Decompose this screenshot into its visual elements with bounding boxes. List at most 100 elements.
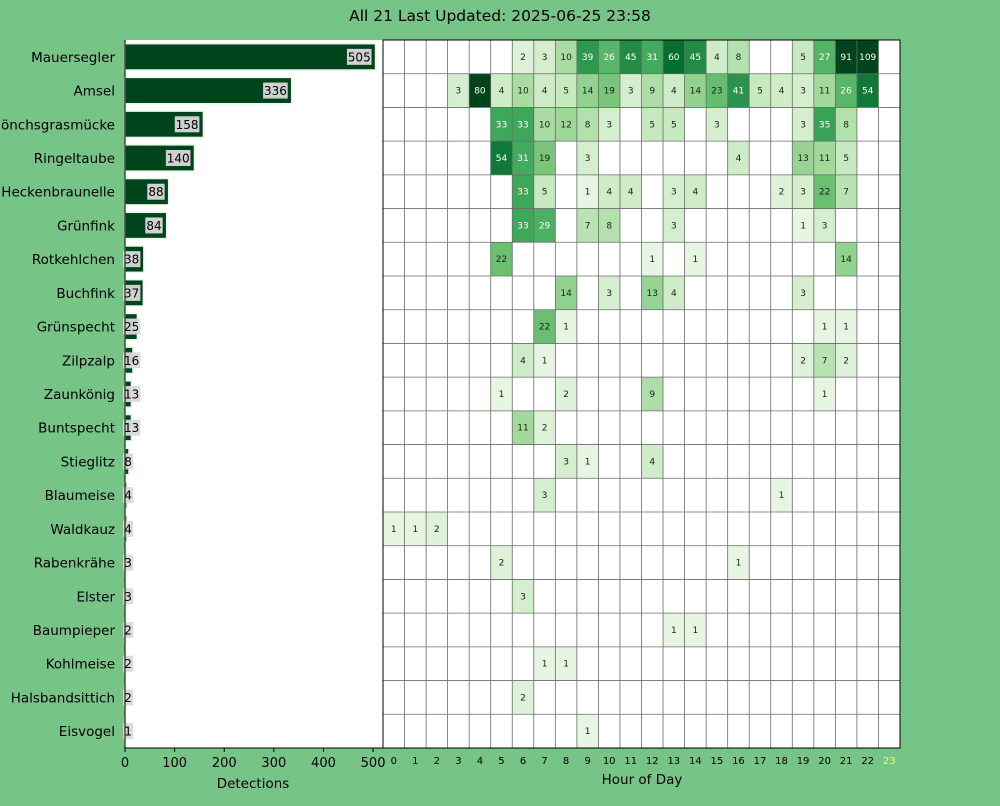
heatmap-cell (555, 377, 577, 411)
heatmap-cell (792, 40, 814, 74)
heatmap-cell (576, 714, 599, 748)
hour-tick-label: 1 (412, 756, 418, 767)
heatmap-cell-value: 11 (819, 87, 830, 97)
heatmap-cell (490, 242, 513, 276)
heatmap-cell-value: 4 (714, 53, 720, 63)
hour-tick-label: 3 (455, 756, 461, 767)
heatmap-cell (576, 107, 599, 142)
heatmap-cell-value: 3 (585, 154, 591, 164)
hour-tick-label: 11 (624, 756, 637, 767)
heatmap-cell (576, 73, 599, 108)
hour-tick-label: 9 (584, 756, 590, 767)
heatmap-cell-value: 4 (692, 188, 698, 198)
hour-tick-label: 19 (797, 756, 810, 767)
bar-value-label: 25 (124, 320, 139, 334)
heatmap-cell-value: 23 (711, 87, 722, 97)
heatmap-cell (813, 377, 836, 411)
heatmap-cell (533, 107, 556, 142)
bar-value-box (165, 150, 191, 166)
heatmap-cell (641, 40, 664, 74)
heatmap-cell-value: 10 (560, 53, 572, 63)
hour-tick-label: 2 (434, 756, 440, 767)
hour-tick-label: 4 (477, 756, 483, 767)
hour-tick-label: 0 (391, 756, 397, 767)
heatmap-cell (792, 73, 814, 108)
hour-tick-label: 7 (541, 756, 547, 767)
heatmap-cell (684, 174, 707, 209)
heatmap-cell-value: 1 (542, 660, 548, 670)
heatmap-cell (576, 40, 599, 74)
heatmap-cell-value: 2 (843, 356, 849, 366)
heatmap-cell-value: 7 (843, 188, 849, 198)
heatmap-cell-value: 41 (733, 87, 744, 97)
bar-value-label: 158 (176, 118, 199, 132)
heatmap-cell (490, 107, 513, 142)
species-label: Buntspecht (38, 421, 115, 437)
heatmap-cell (641, 377, 664, 411)
species-label: Kohlmeise (46, 657, 115, 673)
heatmap-cell (426, 512, 448, 546)
heatmap-cell (555, 107, 577, 142)
heatmap-cell-value: 31 (647, 53, 658, 63)
heatmap-cell (684, 242, 707, 276)
bar-value-label: 505 (348, 50, 371, 64)
heatmap-cell (770, 73, 793, 108)
heatmap-cell-value: 33 (517, 221, 528, 231)
heatmap-cell (813, 141, 836, 175)
heatmap-cell-value: 7 (822, 356, 828, 366)
heatmap-cell (512, 174, 534, 209)
bar-value-box (123, 419, 141, 436)
bar-value-box (123, 723, 134, 740)
bar-value-label: 16 (124, 354, 139, 368)
hour-tick-label: 20 (818, 756, 831, 767)
chart-title: All 21 Last Updated: 2025-06-25 23:58 (349, 7, 651, 25)
heatmap-cell-value: 2 (542, 424, 548, 434)
heatmap-cell (512, 579, 534, 614)
bar-value-label: 37 (124, 286, 139, 300)
heatmap-cell (512, 208, 534, 243)
heatmap-cell (706, 73, 728, 108)
heatmap-cell (404, 512, 427, 546)
heatmap-cell-value: 1 (542, 356, 548, 366)
bar-value-box (123, 520, 134, 537)
heatmap-cell-value: 9 (649, 390, 655, 400)
heatmap-cell-value: 14 (560, 289, 572, 299)
hour-tick-label: 21 (840, 756, 853, 767)
heatmap-cell (684, 613, 707, 647)
heatmap-cell (813, 174, 836, 209)
bar-value-label: 2 (124, 624, 132, 638)
heatmap-cell-value: 1 (585, 727, 591, 737)
bar-value-label: 140 (167, 152, 190, 166)
heatmap-cell-value: 3 (800, 188, 806, 198)
hour-tick-label: 23 (883, 756, 896, 767)
heatmap-cell-value: 3 (671, 221, 677, 231)
species-label: Eisvogel (59, 724, 115, 740)
heatmap-cell (512, 343, 534, 378)
heatmap-cell (619, 73, 642, 108)
heatmap-cell-value: 33 (517, 120, 528, 130)
heatmap-x-axis-title: Hour of Day (602, 772, 683, 788)
bar-value-box (123, 588, 134, 605)
heatmap-cell (663, 613, 685, 647)
bar-panel: Mauersegler 505 Amsel 336 Mönchsgrasmücke 158… (0, 40, 385, 771)
heatmap-cell-value: 12 (560, 120, 571, 130)
species-label: Elster (77, 589, 116, 605)
bar-value-box (123, 554, 134, 571)
heatmap-cell-value: 3 (542, 491, 548, 501)
heatmap-cell-value: 4 (499, 87, 505, 97)
heatmap-cell-value: 10 (517, 87, 529, 97)
heatmap-cell (835, 40, 857, 74)
species-label: Stieglitz (61, 454, 115, 470)
heatmap-cell-value: 19 (603, 87, 615, 97)
heatmap-cell (813, 343, 836, 378)
heatmap-cell (533, 208, 556, 243)
bar-value-label: 1 (124, 725, 132, 739)
heatmap-cell (533, 40, 556, 74)
hour-tick-label: 18 (775, 756, 788, 767)
bar-value-box (123, 386, 141, 402)
heatmap-cell-value: 2 (434, 525, 440, 535)
species-label: Halsbandsittich (11, 690, 115, 706)
heatmap-cell-value: 7 (585, 221, 591, 231)
heatmap-cell (835, 309, 857, 344)
heatmap-cell-value: 11 (517, 424, 528, 434)
